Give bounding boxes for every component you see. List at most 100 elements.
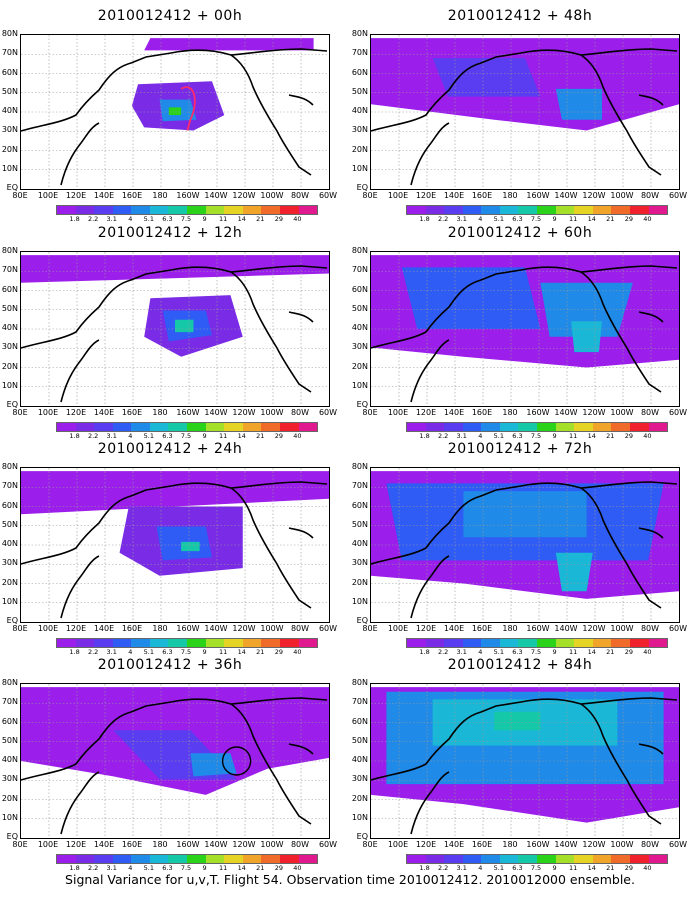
lon-label: 180 <box>152 840 168 849</box>
lon-label: 120W <box>582 624 606 633</box>
map-plot <box>370 467 680 623</box>
lon-label: 180 <box>502 408 518 417</box>
lat-label: 80N <box>1 29 18 38</box>
colorbar-swatch <box>611 423 630 431</box>
colorbar-label: 4 <box>128 215 133 223</box>
colorbar-label: 11 <box>569 432 578 440</box>
lat-label: 50N <box>1 86 18 96</box>
lon-label: 100E <box>387 840 409 849</box>
colorbar-swatch <box>168 639 188 647</box>
lon-label: 160W <box>526 408 550 417</box>
colorbar-label: 3.1 <box>106 864 117 872</box>
lon-label: 140W <box>204 408 228 417</box>
lat-label: 30N <box>1 558 18 568</box>
colorbar-swatch <box>462 855 482 863</box>
latitude-labels: 80N 70N 60N 50N 40N 30N 20N 10N EQ <box>350 30 370 192</box>
colorbar-swatch <box>298 639 318 647</box>
colorbar-labels: 1.8 2.2 3.1 4 5.1 6.3 7.5 9 11 14 21 29 40 <box>406 215 666 223</box>
map-canvas <box>371 468 679 622</box>
lat-label: 70N <box>351 48 368 58</box>
lat-label: 70N <box>351 697 368 707</box>
colorbar-swatch <box>112 423 132 431</box>
map-canvas <box>371 684 679 838</box>
lon-label: 140E <box>93 624 115 633</box>
coastline <box>638 94 664 106</box>
lat-label: 50N <box>351 86 368 96</box>
longitude-labels: 80E 100E 120E 140E 160E 180 160W 140W 120W 100W 80… <box>12 408 337 418</box>
lon-label: 140W <box>554 840 578 849</box>
coastline <box>170 49 312 176</box>
lon-label: 120W <box>582 191 606 200</box>
colorbar-swatch <box>298 855 318 863</box>
panel-title: 2010012412 + 36h <box>97 657 243 673</box>
variance-shading <box>21 471 329 515</box>
colorbar-swatch <box>298 206 318 214</box>
lat-label: 10N <box>351 596 368 606</box>
coastline <box>230 697 328 705</box>
coastline <box>371 52 522 132</box>
colorbar-label: 3.1 <box>106 648 117 656</box>
colorbar-label: 7.5 <box>180 215 192 223</box>
colorbar-swatch <box>629 639 649 647</box>
lon-label: 140E <box>93 408 115 417</box>
lon-label: 80W <box>640 191 660 200</box>
coastline <box>21 701 172 781</box>
circled-region <box>221 746 252 776</box>
colorbar-label: 14 <box>587 864 596 872</box>
colorbar-label: 21 <box>606 864 615 872</box>
colorbar-swatch <box>242 206 262 214</box>
lat-label: 30N <box>351 342 368 352</box>
colorbar-label: 29 <box>624 864 633 872</box>
coastline <box>520 266 662 393</box>
colorbar-labels: 1.8 2.2 3.1 4 5.1 6.3 7.5 9 11 14 21 29 40 <box>406 432 666 440</box>
variance-shading <box>555 552 593 592</box>
lon-label: 140W <box>204 840 228 849</box>
colorbar-swatch <box>648 855 668 863</box>
colorbar-swatch <box>94 855 113 863</box>
variance-shading <box>432 58 541 97</box>
colorbar-label: 7.5 <box>530 432 542 440</box>
lat-label: 70N <box>1 265 18 275</box>
colorbar <box>56 205 318 215</box>
lat-label: 10N <box>351 812 368 822</box>
colorbar-label: 9 <box>202 864 207 872</box>
lon-label: 120E <box>65 624 87 633</box>
colorbar-label: 1.8 <box>419 648 430 656</box>
coastline <box>21 485 172 565</box>
lon-label: 180 <box>152 191 168 200</box>
lat-label: 60N <box>1 716 18 726</box>
panel-title: 2010012412 + 60h <box>447 225 593 241</box>
colorbar-swatch <box>242 639 262 647</box>
colorbar-label: 9 <box>202 215 207 223</box>
colorbar-label: 21 <box>606 432 615 440</box>
coastline <box>638 743 664 755</box>
colorbar-label: 21 <box>606 648 615 656</box>
colorbar-swatch <box>592 423 612 431</box>
colorbar-label: 6.3 <box>162 215 173 223</box>
colorbar-label: 21 <box>256 432 265 440</box>
colorbar-swatch <box>224 206 243 214</box>
colorbar-label: 29 <box>274 648 283 656</box>
lon-label: 80E <box>362 840 378 849</box>
colorbar-swatch <box>224 423 243 431</box>
colorbar-label: 11 <box>219 432 228 440</box>
lon-label: 80E <box>362 191 378 200</box>
panel-48h: 2010012412 + 48h 80N 70N 60N 50N 40N 30N 20N 10N… <box>350 8 690 223</box>
lon-label: 100W <box>260 408 284 417</box>
colorbar-swatch <box>131 639 150 647</box>
lat-label: 80N <box>1 462 18 471</box>
lon-label: 60W <box>668 191 688 200</box>
lon-label: 140E <box>443 191 465 200</box>
lat-label: 80N <box>351 462 368 471</box>
colorbar-label: 9 <box>552 432 557 440</box>
coastline <box>21 269 172 349</box>
lat-label: 10N <box>351 380 368 390</box>
colorbar-label: 21 <box>256 215 265 223</box>
colorbar-swatch <box>131 855 150 863</box>
lat-label: 20N <box>1 361 18 371</box>
colorbar-swatch <box>224 855 243 863</box>
lon-label: 100E <box>387 191 409 200</box>
coastline <box>371 485 522 565</box>
flight-track <box>180 86 196 131</box>
colorbar-swatch <box>205 855 225 863</box>
